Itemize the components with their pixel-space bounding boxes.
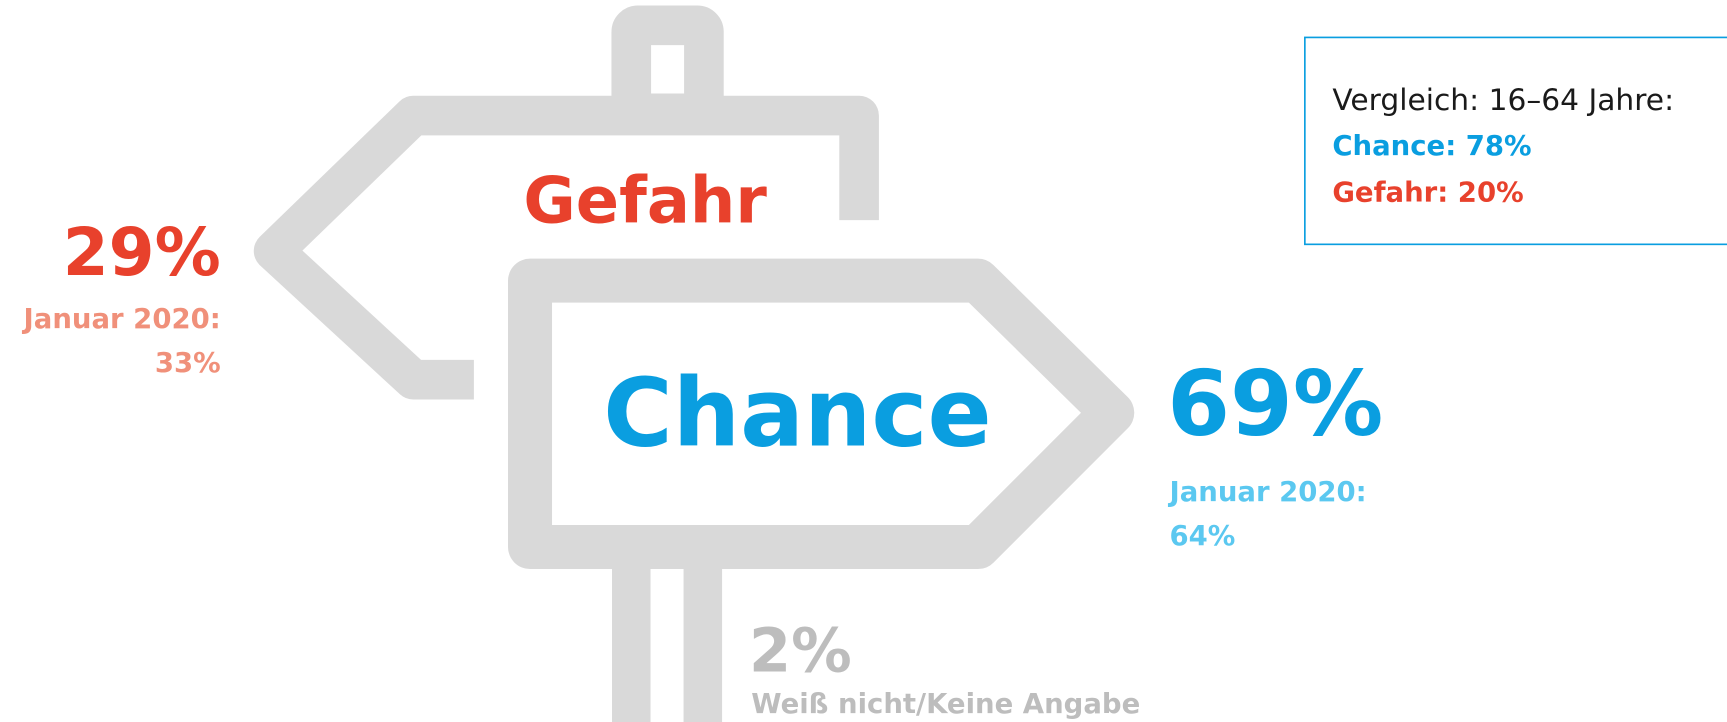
gefahr-label: Gefahr [523,164,767,238]
comparison-title: Vergleich: 16–64 Jahre: [1332,83,1674,118]
left-sign [253,95,879,400]
comparison-box [1304,36,1727,246]
comparison-gefahr: Gefahr: 20% [1332,176,1523,208]
gefahr-value: 29% [63,214,221,291]
signpost [253,5,1135,722]
chance-value: 69% [1167,352,1383,457]
chance-label: Chance [603,359,991,469]
comparison-chance: Chance: 78% [1332,130,1531,162]
unknown-label: Weiß nicht/Keine Angabe [751,688,1140,720]
gefahr-previous-value: 33% [155,347,221,379]
right-sign [508,258,1135,570]
chance-previous-label: Januar 2020: [1167,476,1366,508]
gefahr-previous-label: Januar 2020: [22,303,221,335]
chance-previous-value: 64% [1169,520,1235,552]
unknown-value: 2% [749,616,852,686]
